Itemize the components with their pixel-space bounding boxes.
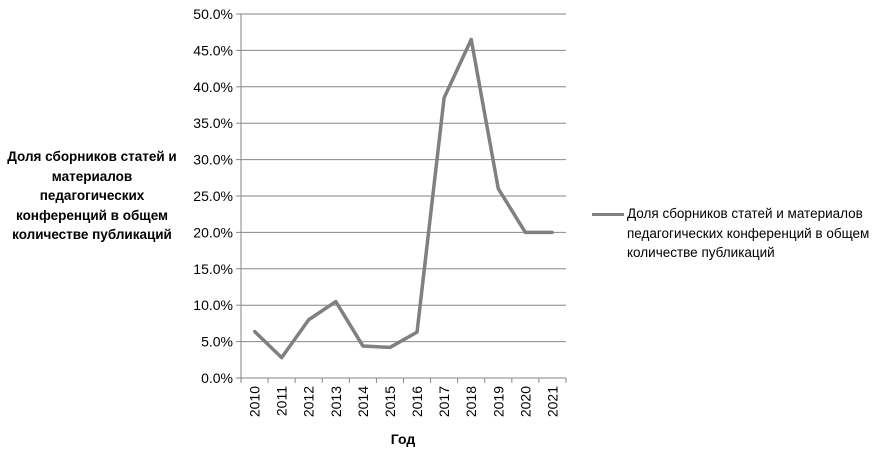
x-tick-label: 2021 [544,386,560,417]
data-point [469,37,473,41]
x-tick-label: 2011 [274,386,290,416]
data-point [523,230,527,234]
series-group [253,37,554,360]
y-tick-label: 25.0% [193,188,233,204]
legend-line-swatch [592,213,624,216]
x-tick-label: 2014 [355,386,371,417]
data-point [334,300,338,304]
data-point [307,318,311,322]
x-tick-label: 2015 [382,386,398,417]
data-point [253,329,257,333]
y-tick-label: 5.0% [201,334,233,350]
y-tick-label: 15.0% [193,261,233,277]
y-tick-label: 10.0% [193,297,233,313]
y-tick-label: 35.0% [193,115,233,131]
series-line [253,37,553,360]
data-point [280,356,284,360]
x-tick-label: 2010 [247,386,263,417]
y-tick-label: 20.0% [193,224,233,240]
x-tick-labels: 2010 2011 2012 2013 2014 2015 2016 2017 2018 2019… [247,386,561,417]
x-tick-label: 2020 [517,386,533,417]
data-point [388,345,392,349]
x-tick-label: 2013 [328,386,344,417]
x-tick-label: 2012 [301,386,317,417]
x-tick-label: 2016 [409,386,425,417]
y-tick-label: 45.0% [193,42,233,58]
x-axis-title: Год [391,431,416,447]
axes [236,13,567,383]
data-point [496,187,500,191]
y-tick-label: 30.0% [193,152,233,168]
data-point [415,330,419,334]
y-axis-title: Доля сборников статей и материалов педаг… [7,149,177,242]
data-point [550,230,554,234]
x-tick-label: 2017 [436,386,452,417]
data-point [361,344,365,348]
data-point [442,96,446,100]
y-tick-label: 0.0% [201,370,233,386]
gridlines [241,13,566,343]
legend-label: Доля сборников статей и материалов педаг… [627,206,870,260]
x-tick-label: 2018 [463,386,479,417]
y-tick-labels: 0.0% 5.0% 10.0% 15.0% 20.0% 25.0% 30.0% 35.0% 40… [193,6,233,386]
y-tick-label: 50.0% [193,6,233,22]
x-tick-label: 2019 [490,386,506,417]
y-tick-label: 40.0% [193,79,233,95]
